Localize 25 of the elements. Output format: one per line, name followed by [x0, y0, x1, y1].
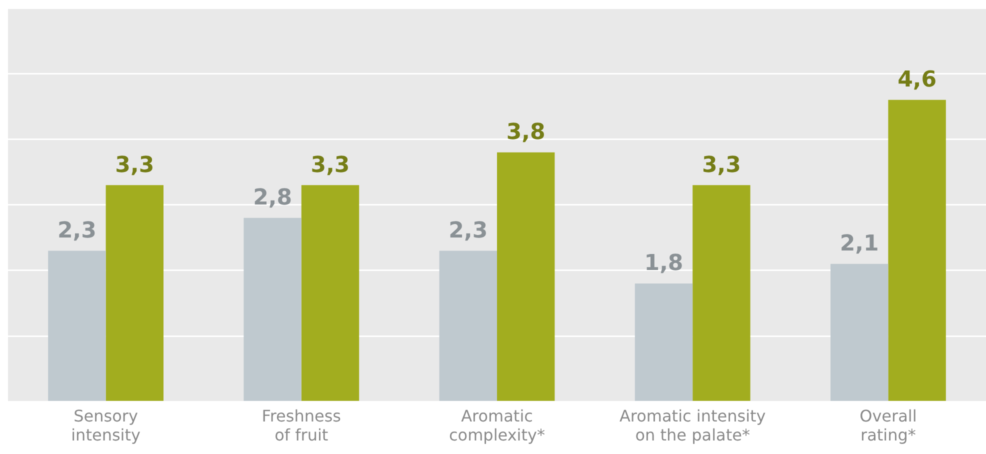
x-tick-label: Aromatic intensity on the palate*	[619, 406, 766, 445]
bar	[497, 152, 555, 401]
data-label: 3,3	[115, 152, 154, 178]
x-tick-label: Freshness of fruit	[262, 406, 342, 445]
bar	[48, 250, 106, 401]
data-label: 4,6	[898, 68, 937, 93]
bar	[439, 250, 497, 401]
bar	[692, 185, 750, 401]
data-label: 2,1	[840, 232, 879, 257]
x-tick-label: Sensory intensity	[71, 406, 140, 445]
data-label: 3,3	[310, 152, 350, 178]
data-label: 2,3	[448, 218, 488, 244]
data-label: 3,3	[702, 152, 741, 178]
bar	[888, 100, 946, 401]
data-label: 1,8	[644, 251, 684, 276]
data-label: 3,8	[506, 120, 546, 146]
bar	[634, 284, 693, 401]
data-label: 2,3	[57, 218, 96, 244]
bar	[244, 218, 302, 401]
bar	[830, 264, 888, 401]
bar	[106, 185, 164, 401]
x-tick-label: Aromatic complexity*	[449, 406, 545, 445]
x-tick-label: Overall rating*	[860, 406, 917, 445]
data-label: 2,8	[253, 186, 292, 211]
bar	[301, 185, 360, 401]
